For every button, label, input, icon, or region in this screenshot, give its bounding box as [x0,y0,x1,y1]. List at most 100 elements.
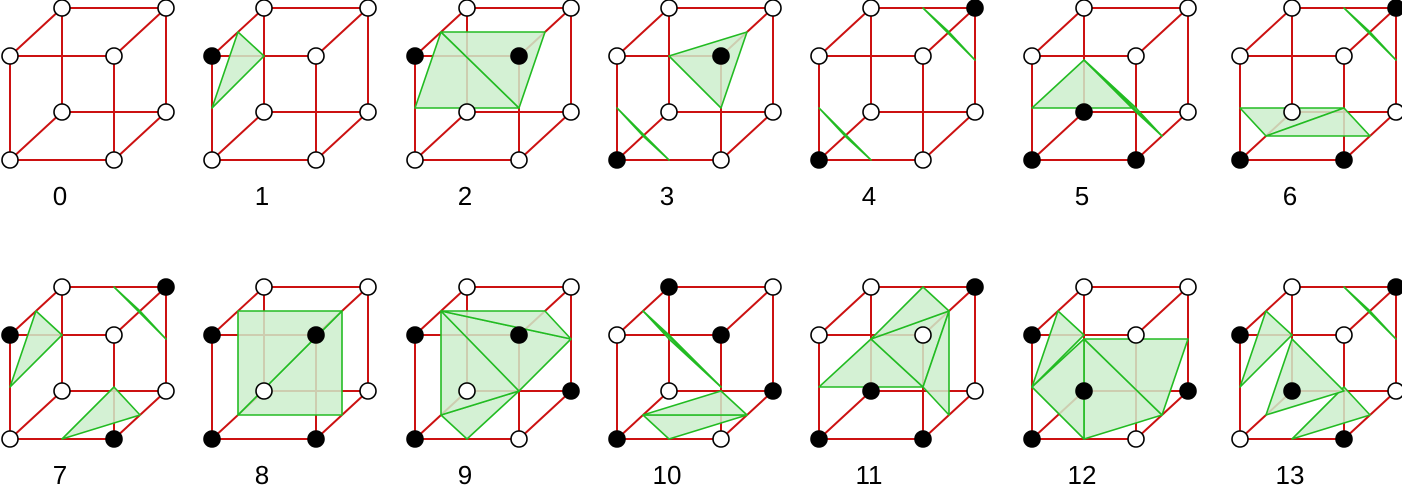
cube-edge [9,111,63,161]
cube-edge [818,390,872,440]
cube-case-4: 4 [810,0,984,211]
inside-vertex [1023,430,1041,448]
inside-vertex [157,278,175,296]
isosurface-triangle [1343,7,1397,61]
outside-vertex [810,326,828,344]
inside-vertex [406,326,424,344]
cube-case-2: 2 [406,0,580,211]
outside-vertex [1179,0,1197,17]
outside-vertex [1023,47,1041,65]
inside-vertex [1335,430,1353,448]
case-label: 9 [458,460,472,490]
outside-vertex [764,0,782,17]
inside-vertex [1179,382,1197,400]
isosurface-triangle [642,310,722,388]
outside-vertex [1283,103,1301,121]
outside-vertex [1075,278,1093,296]
cube-edge [518,390,572,440]
cube-edge [113,111,167,161]
outside-vertex [1127,430,1145,448]
outside-vertex [458,278,476,296]
outside-vertex [862,278,880,296]
outside-vertex [105,47,123,65]
outside-vertex [660,382,678,400]
inside-vertex [1231,326,1249,344]
outside-vertex [53,278,71,296]
cube-case-12: 12 [1023,278,1197,490]
isosurface-triangle [1083,59,1163,137]
inside-vertex [1127,151,1145,169]
isosurface-triangle [616,107,670,161]
outside-vertex [1,430,19,448]
outside-vertex [157,0,175,17]
inside-vertex [966,0,984,17]
cube-case-8: 8 [203,278,377,490]
inside-vertex [966,278,984,296]
cube-edge [720,286,774,336]
case-label: 1 [255,181,269,211]
cube-case-0: 0 [1,0,175,211]
case-label: 12 [1068,460,1097,490]
isosurface-triangle [211,31,265,109]
cube-edge [616,7,670,57]
cube-edge [922,111,976,161]
case-label: 11 [856,460,883,490]
outside-vertex [862,0,880,17]
inside-vertex [862,382,880,400]
outside-vertex [1179,103,1197,121]
isosurface-triangle [113,286,167,340]
outside-vertex [53,0,71,17]
case-label: 8 [255,460,269,490]
isosurface-triangle [818,107,872,161]
outside-vertex [157,103,175,121]
outside-vertex [660,0,678,17]
inside-vertex [1023,326,1041,344]
inside-vertex [1335,151,1353,169]
inside-vertex [510,47,528,65]
inside-vertex [105,430,123,448]
inside-vertex [712,47,730,65]
cube-edge [518,111,572,161]
isosurface-triangle [642,390,748,416]
cube-case-13: 13 [1231,278,1402,490]
outside-vertex [1283,0,1301,17]
inside-vertex [1283,382,1301,400]
case-label: 5 [1075,181,1089,211]
isosurface-triangle [668,31,748,109]
case-label: 7 [53,460,67,490]
inside-vertex [914,430,932,448]
isosurface-triangle [870,286,950,340]
outside-vertex [255,0,273,17]
cube-edge [1135,7,1189,57]
inside-vertex [810,151,828,169]
outside-vertex [1387,382,1402,400]
cube-case-1: 1 [203,0,377,211]
outside-vertex [1335,47,1353,65]
outside-vertex [1387,103,1402,121]
cube-edge [818,7,872,57]
outside-vertex [406,151,424,169]
isosurface-triangle [1265,107,1371,137]
outside-vertex [1,151,19,169]
inside-vertex [1,326,19,344]
outside-vertex [307,151,325,169]
outside-vertex [510,430,528,448]
outside-vertex [359,103,377,121]
outside-vertex [1127,47,1145,65]
cube-edge [818,286,872,336]
outside-vertex [105,326,123,344]
outside-vertex [359,0,377,17]
outside-vertex [458,103,476,121]
outside-vertex [712,430,730,448]
outside-vertex [359,382,377,400]
outside-vertex [105,151,123,169]
cube-edge [1031,111,1085,161]
isosurface-triangle [61,386,141,440]
outside-vertex [966,103,984,121]
case-label: 13 [1276,460,1305,490]
outside-vertex [1075,0,1093,17]
inside-vertex [510,326,528,344]
outside-vertex [810,47,828,65]
cube-edge [9,390,63,440]
inside-vertex [1387,0,1402,17]
